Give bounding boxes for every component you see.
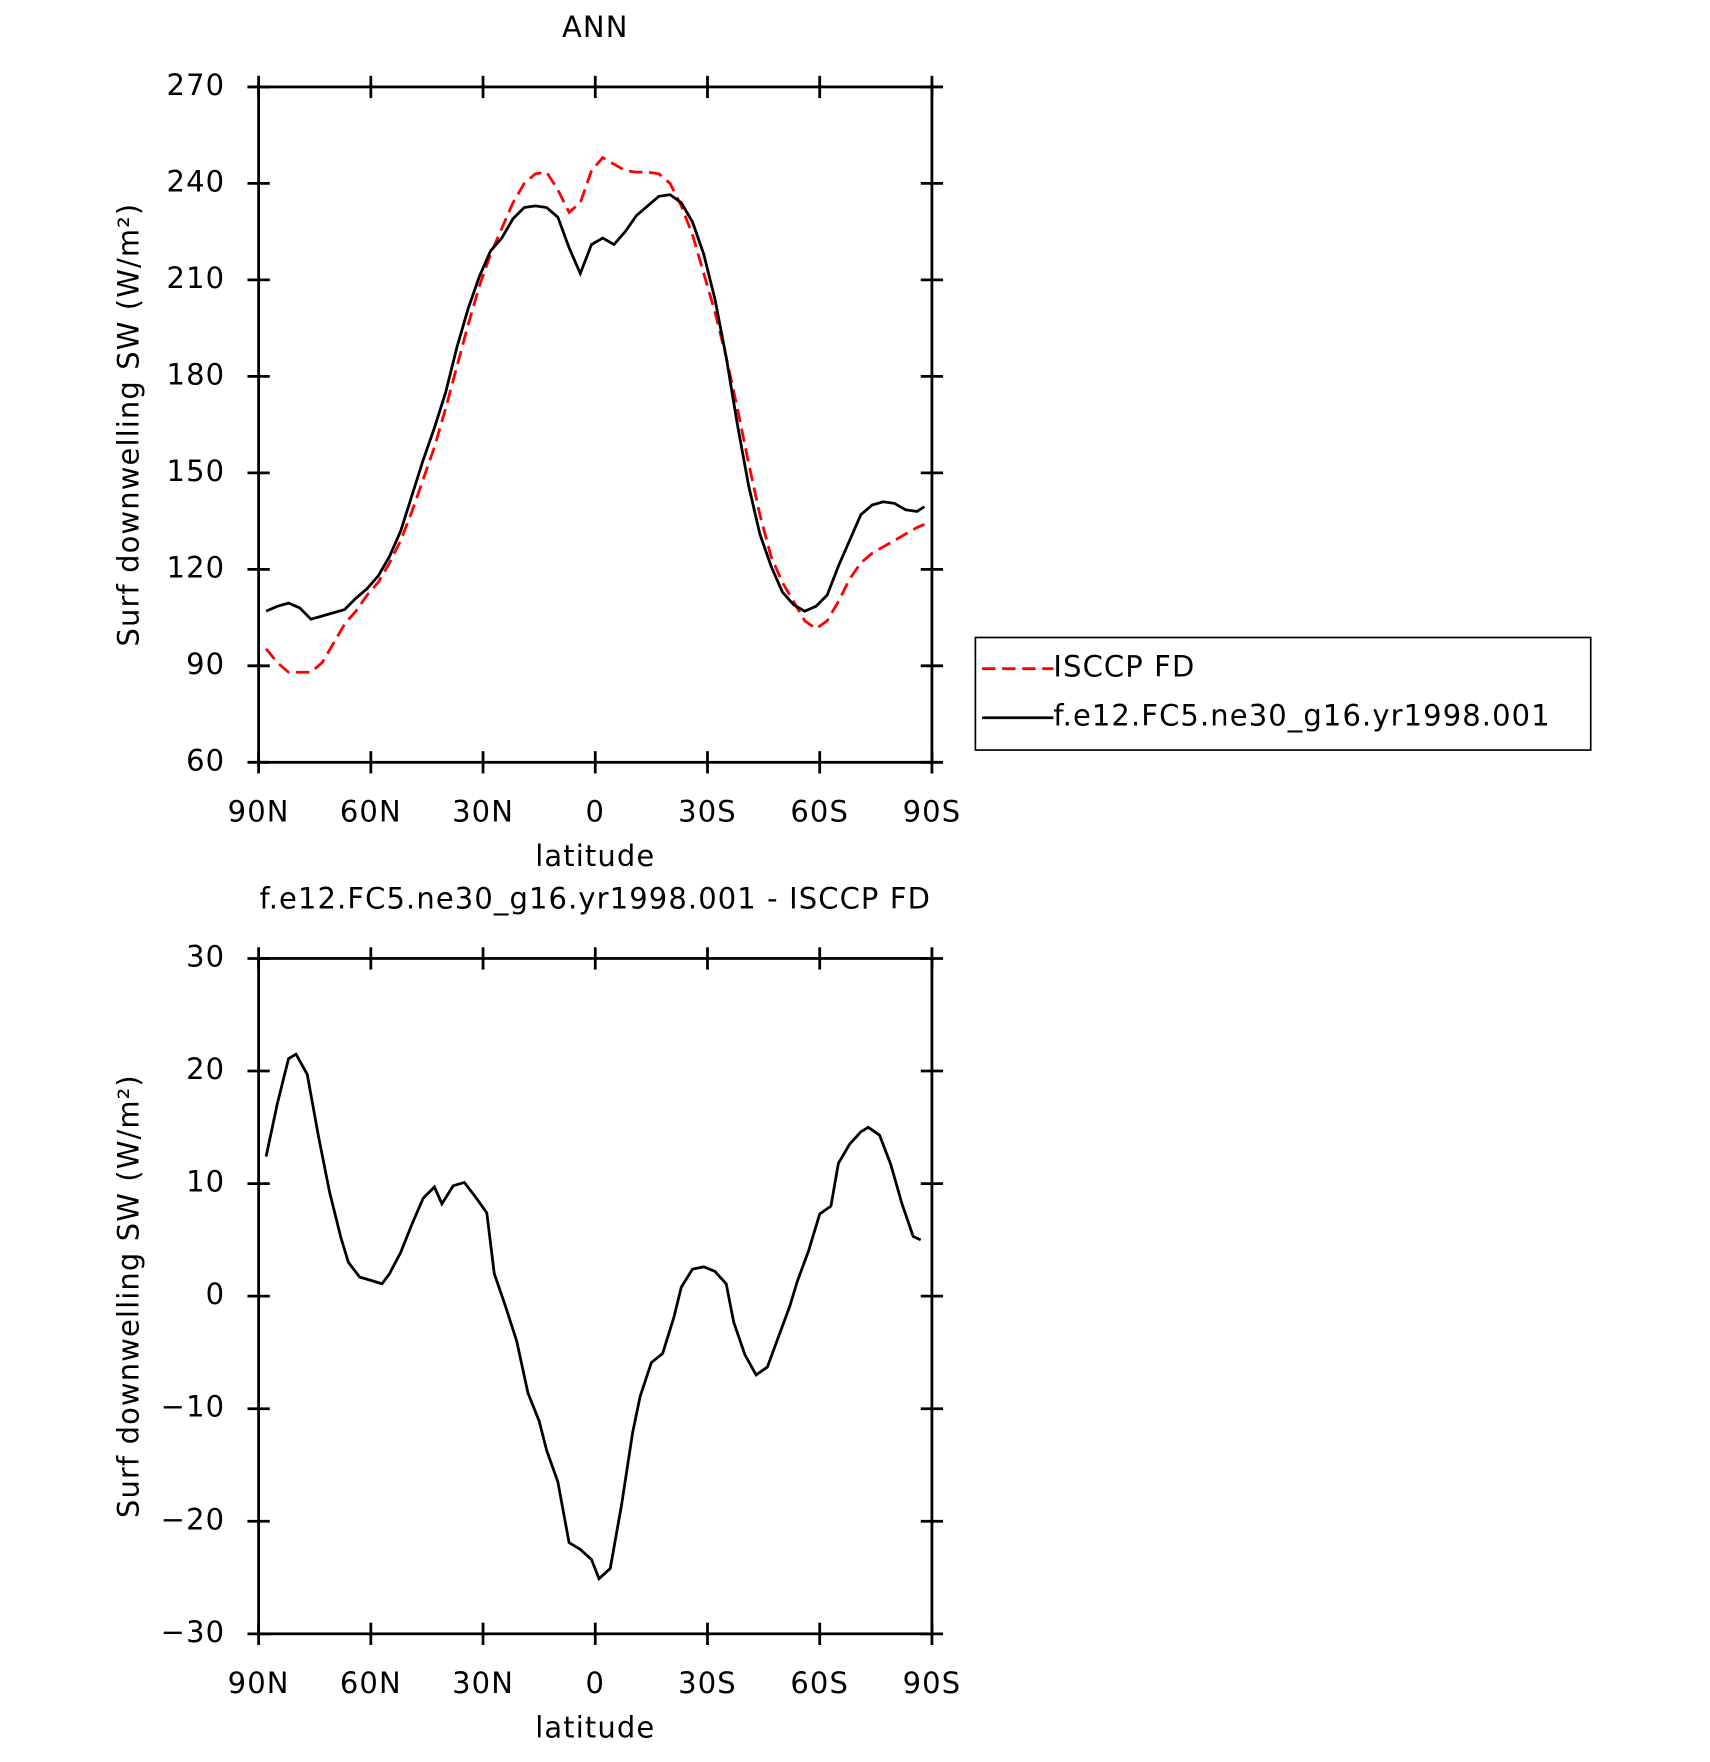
legend-label: f.e12.FC5.ne30_g16.yr1998.001 — [1053, 699, 1550, 733]
y-tick-label: 210 — [167, 261, 226, 295]
y-tick-label: 270 — [167, 68, 226, 102]
x-axis-label: latitude — [535, 1711, 655, 1745]
x-tick-label: 60S — [790, 1666, 849, 1700]
x-tick-label: 30N — [452, 1666, 514, 1700]
x-tick-label: 30S — [678, 1666, 737, 1700]
data-line — [264, 1052, 922, 1582]
x-tick-label: 90N — [228, 1666, 290, 1700]
legend-box — [974, 636, 1592, 751]
y-axis-label: Surf downwelling SW (W/m²) — [111, 1074, 145, 1518]
y-tick-label: 90 — [186, 647, 225, 681]
x-tick-label: 60N — [340, 1666, 402, 1700]
y-tick-label: 10 — [186, 1165, 225, 1199]
y-tick-label: −10 — [161, 1390, 225, 1424]
data-line — [265, 193, 926, 621]
chart-title: ANN — [562, 10, 629, 44]
data-line — [265, 155, 925, 674]
y-tick-label: 30 — [186, 939, 225, 973]
x-tick-label: 60N — [340, 795, 402, 829]
chart-title: f.e12.FC5.ne30_g16.yr1998.001 - ISCCP FD — [259, 882, 931, 916]
x-tick-label: 30N — [452, 795, 514, 829]
x-tick-label: 90N — [228, 795, 290, 829]
y-tick-label: 240 — [167, 164, 226, 198]
y-tick-label: 60 — [186, 743, 225, 777]
x-tick-label: 90S — [903, 795, 962, 829]
x-tick-label: 90S — [903, 1666, 962, 1700]
x-tick-label: 60S — [790, 795, 849, 829]
y-tick-label: 0 — [206, 1277, 226, 1311]
y-tick-label: −20 — [161, 1502, 225, 1536]
y-axis-label: Surf downwelling SW (W/m²) — [111, 203, 145, 647]
y-tick-label: 180 — [167, 357, 226, 391]
y-tick-label: 120 — [167, 550, 226, 584]
plot-frame — [257, 957, 934, 1636]
x-tick-label: 30S — [678, 795, 737, 829]
x-tick-label: 0 — [585, 1666, 605, 1700]
x-tick-label: 0 — [585, 795, 605, 829]
x-axis-label: latitude — [535, 839, 655, 873]
y-tick-label: −30 — [161, 1615, 225, 1649]
y-tick-label: 150 — [167, 454, 226, 488]
plot-frame — [257, 85, 934, 764]
legend-label: ISCCP FD — [1053, 650, 1195, 684]
y-tick-label: 20 — [186, 1052, 225, 1086]
